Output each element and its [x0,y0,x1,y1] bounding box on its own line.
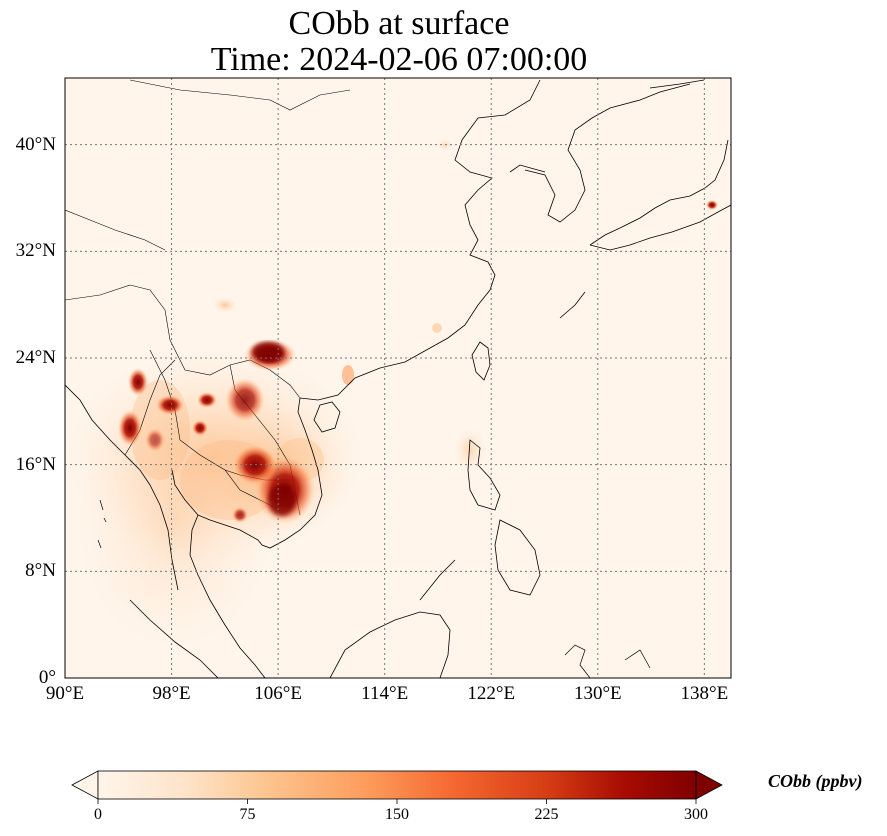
colorbar-label: CObb (ppbv) [768,771,863,791]
gridlines [65,78,731,678]
colorbar-tick-label: 0 [94,806,102,823]
lat-tick-label: 32°N [15,240,56,262]
chart-title-line1: CObb at surface [288,5,510,42]
lon-tick-label: 138°E [680,683,729,704]
lon-tick-label: 114°E [361,683,409,704]
lon-tick-label: 122°E [467,683,516,704]
colorbar-gradient [97,770,697,800]
lon-tick-label: 98°E [152,683,191,704]
lon-tick-label: 90°E [45,683,85,704]
chart-title-line2: Time: 2024-02-06 07:00:00 [210,41,588,78]
colorbar-min-extension [71,770,99,800]
lat-tick-label: 8°N [25,560,56,582]
colorbar-tick-label: 150 [385,806,409,823]
lat-tick-label: 24°N [15,347,56,368]
lat-tick-label: 16°N [15,453,56,475]
coastlines [65,79,731,678]
lat-tick-label: 40°N [15,133,56,155]
lat-tick-label: 0° [38,667,56,688]
lon-tick-label: 106°E [254,683,302,704]
colorbar-tick-label: 75 [239,806,256,823]
map-frame [64,77,732,679]
lon-tick-label: 130°E [573,683,622,704]
colorbar [71,770,723,804]
colorbar-tick-label: 300 [684,806,708,823]
colorbar-tick-label: 225 [534,806,559,823]
colorbar-max-extension [695,770,723,800]
